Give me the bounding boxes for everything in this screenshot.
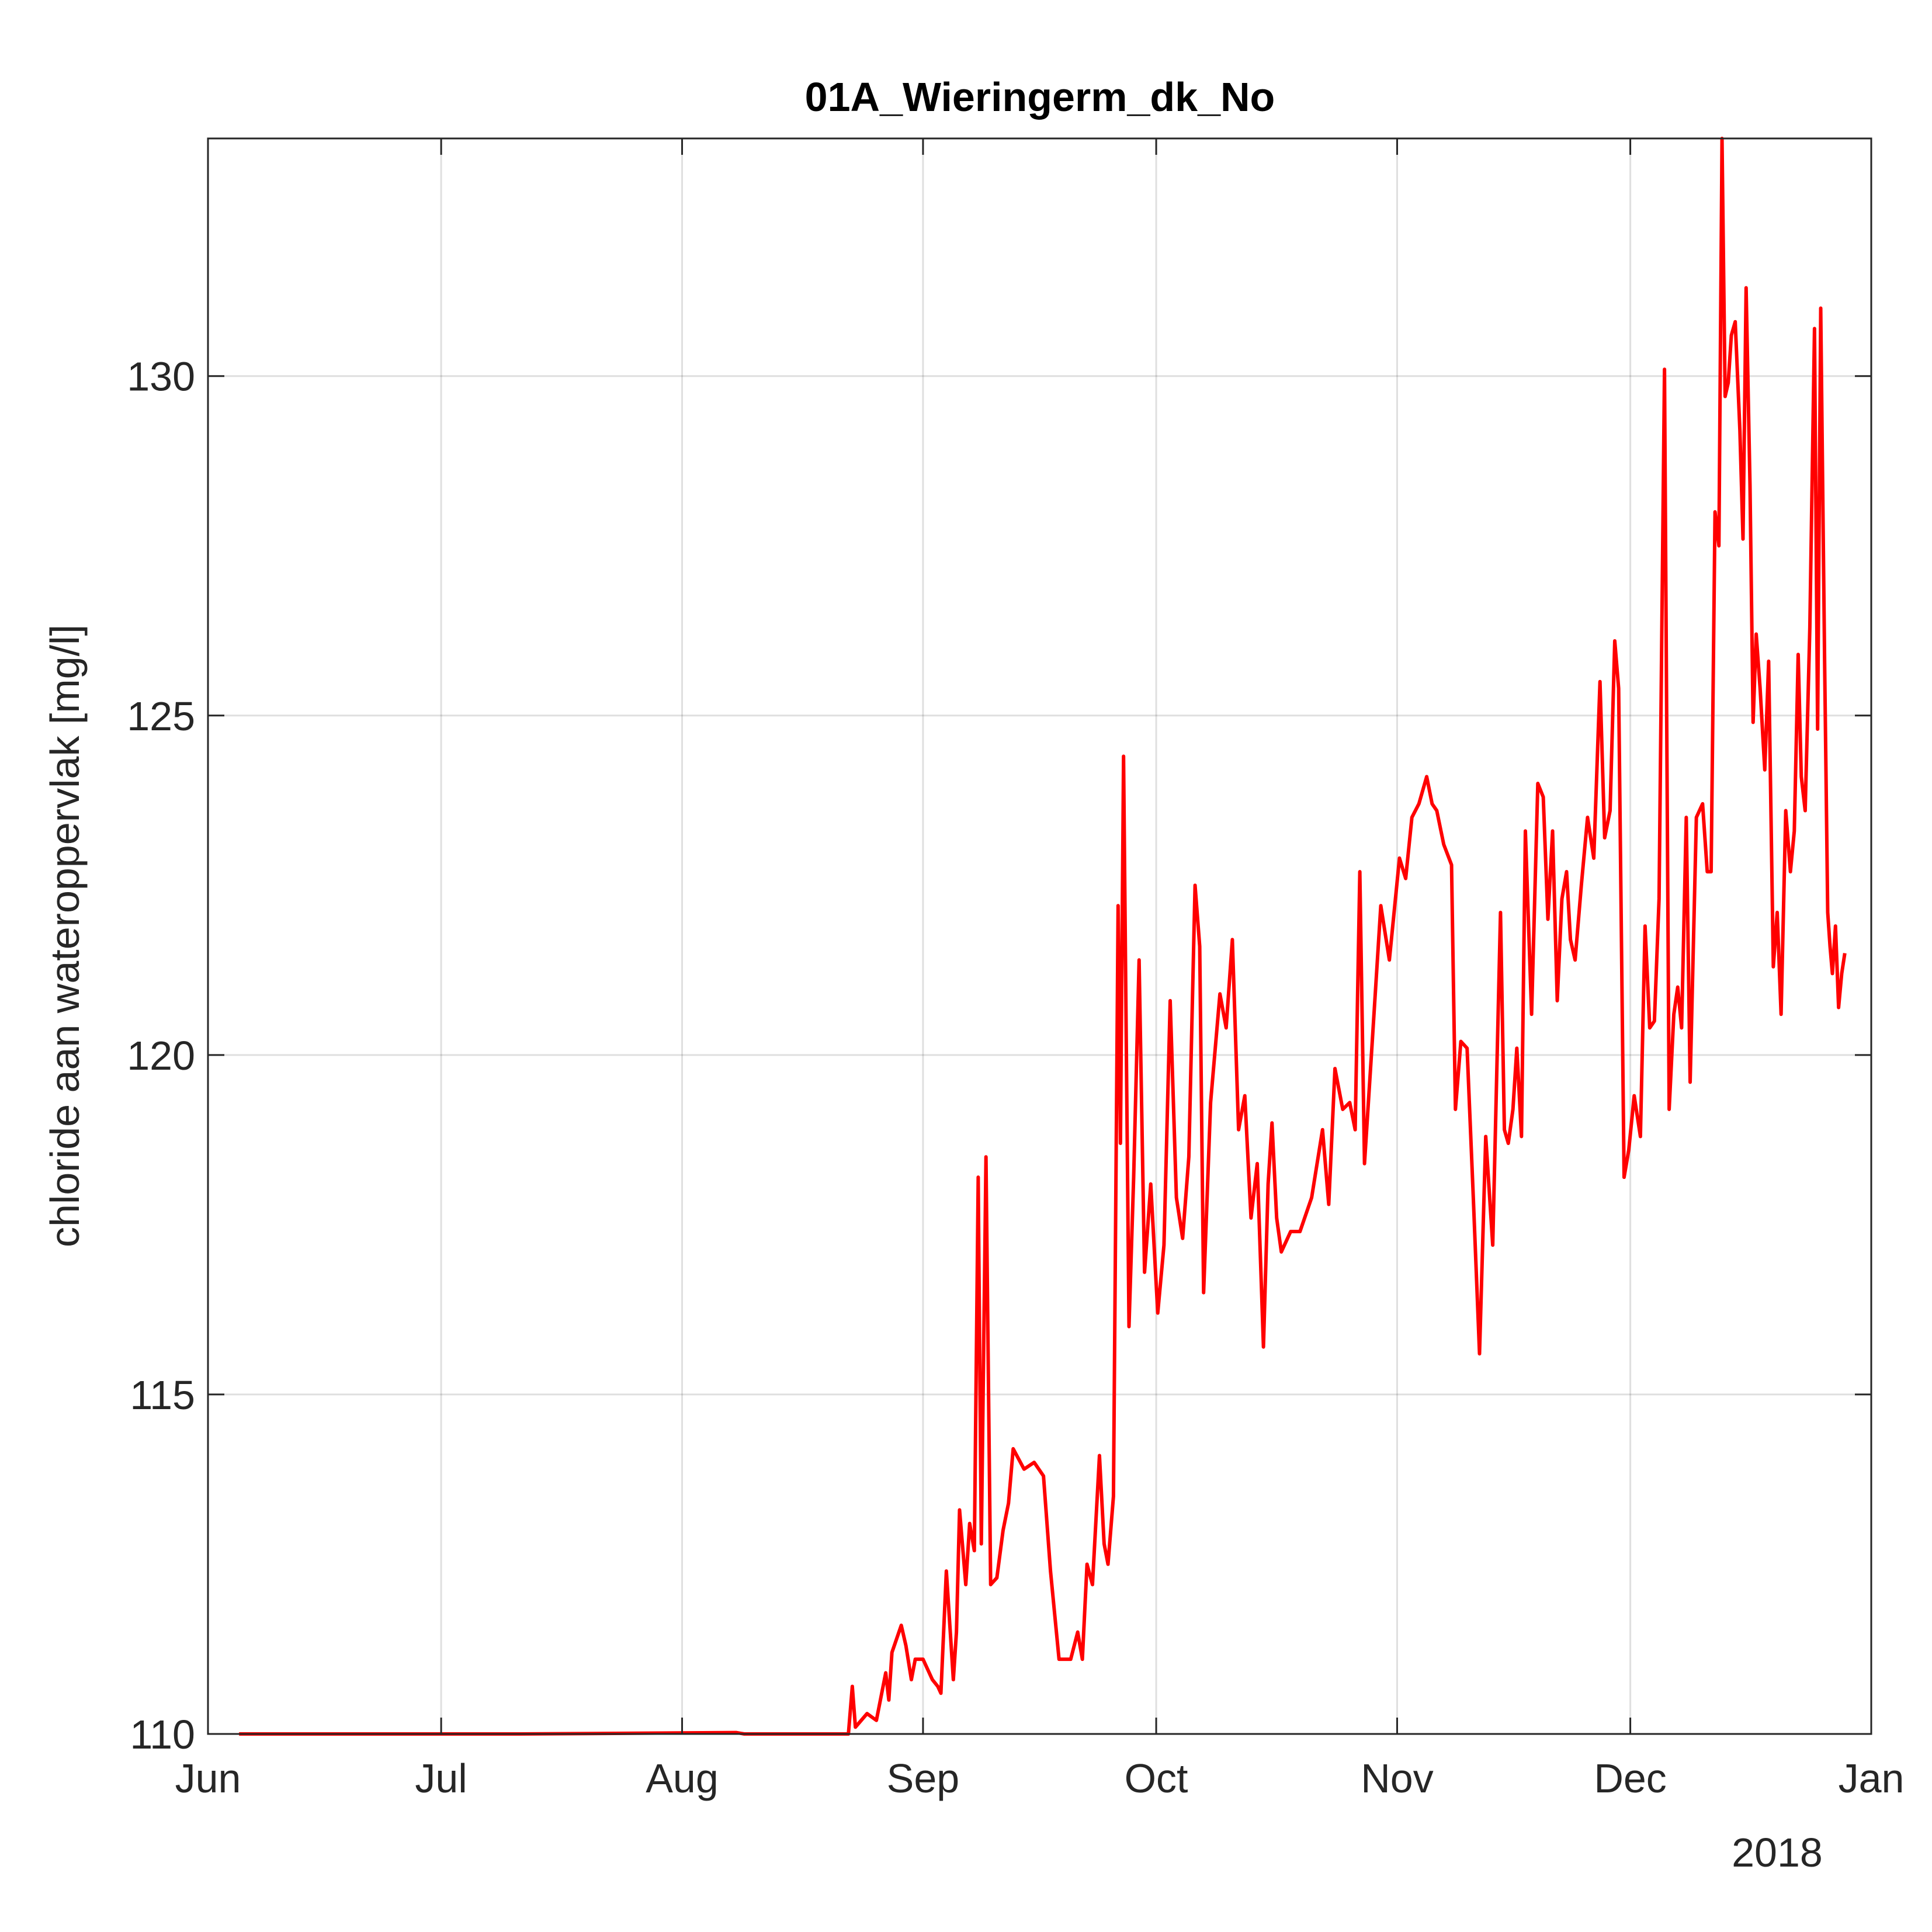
x-tick-label: Dec	[1594, 1756, 1666, 1801]
ticks: 110 115 120 125 130 Jun Jul Aug Sep Oct Nov Dec Jan	[127, 138, 1904, 1801]
x-tick-label: Sep	[887, 1756, 960, 1801]
chart-title: 01A_Wieringerm_dk_No	[805, 74, 1275, 120]
y-tick-label: 120	[127, 1033, 195, 1078]
x-tick-label: Jul	[415, 1756, 467, 1801]
x-tick-label: Jan	[1839, 1756, 1905, 1801]
y-tick-label: 115	[130, 1372, 195, 1418]
y-tick-label: 125	[127, 693, 195, 739]
x-tick-label: Oct	[1125, 1756, 1188, 1801]
y-tick-label: 110	[130, 1712, 195, 1757]
axes-box	[207, 137, 1872, 1735]
y-axis-label: chloride aan wateroppervlak [mg/l]	[42, 625, 88, 1247]
data-line	[239, 137, 1847, 1736]
x-year-label: 2018	[1732, 1830, 1823, 1875]
x-tick-label: Nov	[1361, 1756, 1433, 1801]
y-tick-label: 130	[127, 354, 195, 400]
x-tick-label: Jun	[175, 1756, 241, 1801]
plot-layer	[239, 137, 1847, 1736]
x-tick-label: Aug	[646, 1756, 719, 1801]
